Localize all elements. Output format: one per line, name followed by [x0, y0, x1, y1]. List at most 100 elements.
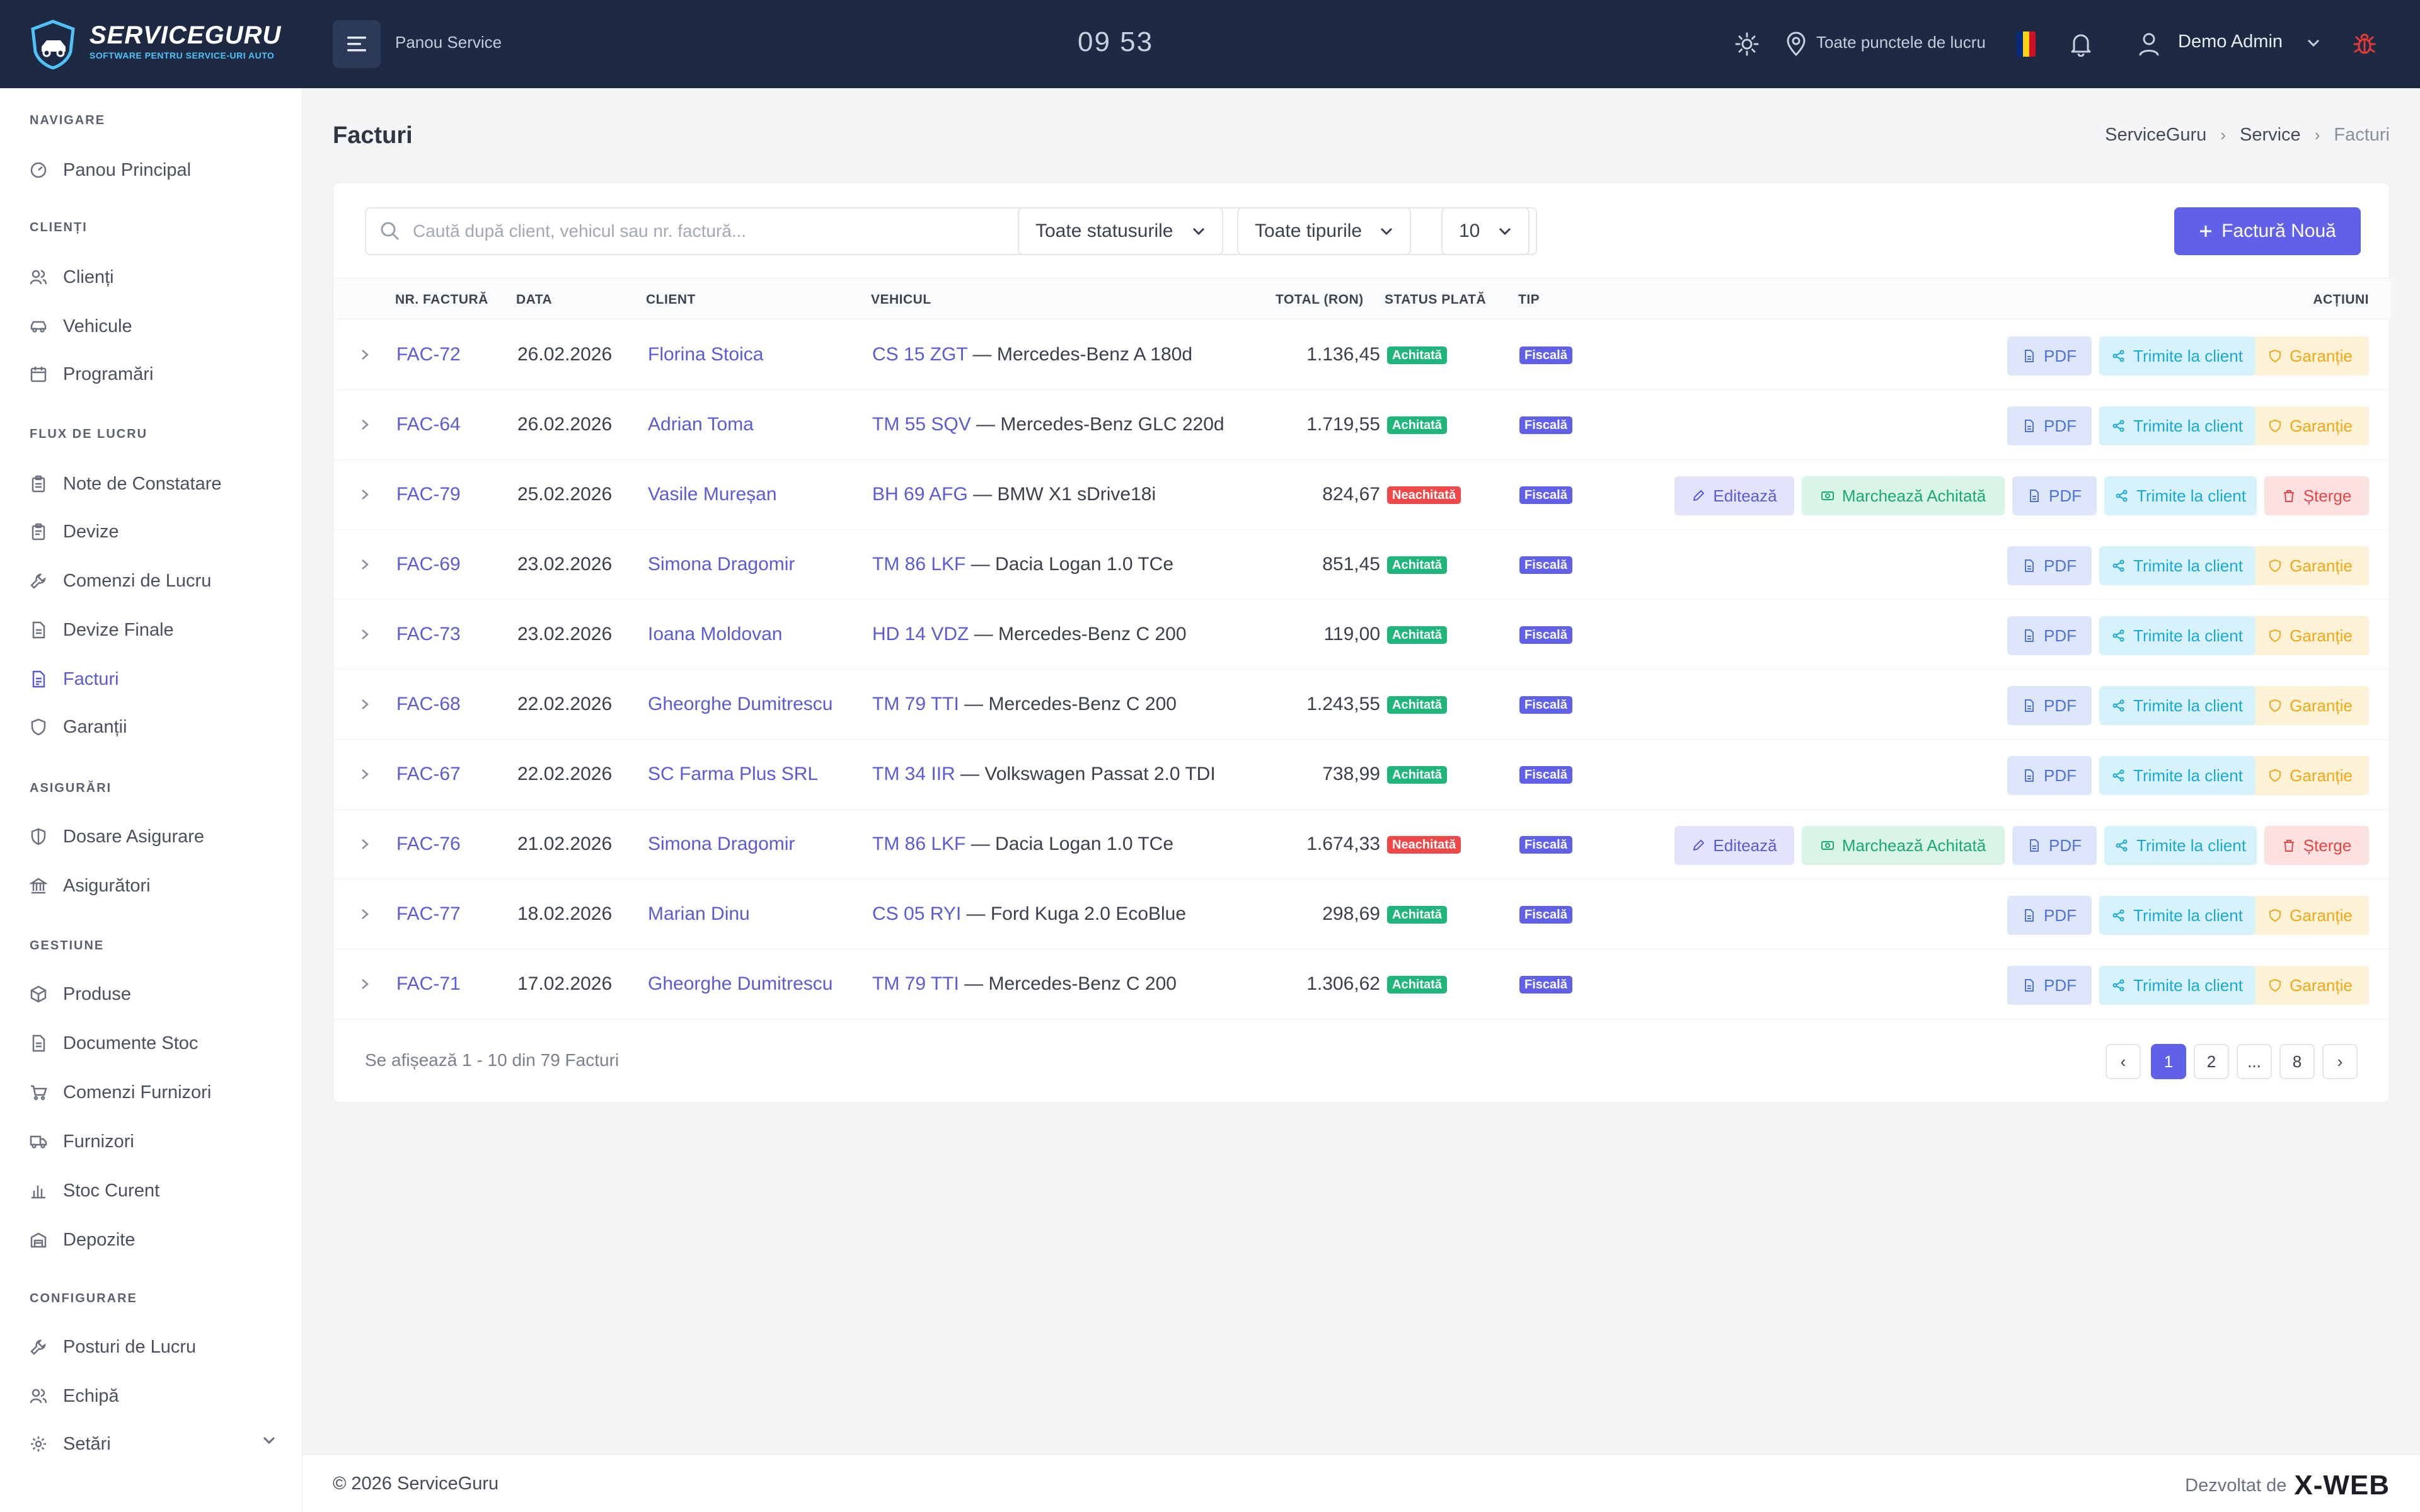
sidebar-item-notes[interactable]: Note de Constatare — [29, 467, 281, 500]
edit-button[interactable]: Editează — [1674, 476, 1794, 515]
vehicle-plate-link[interactable]: TM 79 TTI — [872, 973, 959, 994]
table-row[interactable]: FAC-67 22.02.2026 SC Farma Plus SRL TM 34 I… — [333, 740, 2390, 810]
page-size-select[interactable]: 10 — [1441, 207, 1530, 255]
sidebar-item-workstations[interactable]: Posturi de Lucru — [29, 1331, 281, 1363]
sidebar-item-products[interactable]: Produse — [29, 978, 281, 1011]
theme-toggle-button[interactable] — [1732, 29, 1762, 59]
pdf-button[interactable]: PDF — [2007, 686, 2092, 725]
edit-button[interactable]: Editează — [1674, 826, 1794, 865]
chevron-right-icon[interactable] — [360, 488, 370, 501]
table-row[interactable]: FAC-79 25.02.2026 Vasile Mureșan BH 69 AFG … — [333, 460, 2390, 530]
pdf-button[interactable]: PDF — [2007, 336, 2092, 375]
sidebar-item-invoices[interactable]: Facturi — [29, 663, 281, 696]
col-status[interactable]: STATUS PLATĂ — [1385, 292, 1487, 307]
send-to-client-button[interactable]: Trimite la client — [2099, 406, 2256, 445]
invoice-number-link[interactable]: FAC-79 — [396, 484, 461, 505]
invoice-number-link[interactable]: FAC-68 — [396, 694, 461, 714]
pdf-button[interactable]: PDF — [2012, 476, 2097, 515]
client-link[interactable]: Simona Dragomir — [648, 554, 795, 575]
sidebar-item-clients[interactable]: Clienți — [29, 261, 281, 294]
col-total[interactable]: TOTAL (RON) — [1276, 292, 1364, 307]
invoice-number-link[interactable]: FAC-64 — [396, 414, 461, 435]
xweb-logo[interactable]: X-WEB — [2294, 1470, 2390, 1501]
pdf-button[interactable]: PDF — [2007, 406, 2092, 445]
mark-paid-button[interactable]: Marchează Achitată — [1802, 476, 2005, 515]
invoice-number-link[interactable]: FAC-69 — [396, 554, 461, 575]
vehicle-plate-link[interactable]: TM 79 TTI — [872, 694, 959, 714]
warranty-button[interactable]: Garanție — [2252, 616, 2369, 655]
invoice-number-link[interactable]: FAC-72 — [396, 344, 461, 365]
pdf-button[interactable]: PDF — [2007, 546, 2092, 585]
client-link[interactable]: Marian Dinu — [648, 903, 750, 924]
client-link[interactable]: Vasile Mureșan — [648, 484, 777, 505]
sidebar-item-claims[interactable]: Dosare Asigurare — [29, 820, 281, 853]
send-to-client-button[interactable]: Trimite la client — [2099, 686, 2256, 725]
send-to-client-button[interactable]: Trimite la client — [2099, 896, 2256, 935]
delete-button[interactable]: Șterge — [2264, 476, 2369, 515]
warranty-button[interactable]: Garanție — [2252, 756, 2369, 795]
send-to-client-button[interactable]: Trimite la client — [2099, 336, 2256, 375]
vehicle-plate-link[interactable]: TM 55 SQV — [872, 414, 971, 435]
brand-logo[interactable]: SERVICEGURU SOFTWARE PENTRU SERVICE-URI … — [29, 19, 281, 69]
table-row[interactable]: FAC-69 23.02.2026 Simona Dragomir TM 86 LKF… — [333, 530, 2390, 600]
send-to-client-button[interactable]: Trimite la client — [2104, 826, 2257, 865]
chevron-right-icon[interactable] — [360, 837, 370, 851]
send-to-client-button[interactable]: Trimite la client — [2099, 966, 2256, 1005]
client-link[interactable]: Gheorghe Dumitrescu — [648, 694, 833, 714]
invoice-number-link[interactable]: FAC-67 — [396, 764, 461, 784]
page-button[interactable]: 2 — [2194, 1044, 2229, 1079]
chevron-down-icon[interactable] — [2307, 38, 2320, 48]
table-row[interactable]: FAC-72 26.02.2026 Florina Stoica CS 15 ZGT … — [333, 320, 2390, 390]
page-button[interactable]: 8 — [2279, 1044, 2315, 1079]
sidebar-item-suppliers[interactable]: Furnizori — [29, 1125, 281, 1158]
search-box[interactable] — [365, 207, 1537, 255]
type-filter-select[interactable]: Toate tipurile — [1237, 207, 1411, 255]
chevron-right-icon[interactable] — [360, 697, 370, 711]
new-invoice-button[interactable]: Factură Nouă — [2174, 207, 2361, 255]
warranty-button[interactable]: Garanție — [2252, 406, 2369, 445]
location-selector[interactable] — [1781, 29, 1811, 59]
client-link[interactable]: Simona Dragomir — [648, 833, 795, 854]
location-label[interactable]: Toate punctele de lucru — [1816, 33, 1986, 52]
chevron-right-icon[interactable] — [360, 977, 370, 991]
chevron-right-icon[interactable] — [360, 558, 370, 571]
send-to-client-button[interactable]: Trimite la client — [2104, 476, 2257, 515]
sidebar-item-settings[interactable]: Setări — [29, 1428, 281, 1460]
delete-button[interactable]: Șterge — [2264, 826, 2369, 865]
warranty-button[interactable]: Garanție — [2252, 546, 2369, 585]
sidebar-item-warranties[interactable]: Garanții — [29, 711, 281, 743]
table-row[interactable]: FAC-76 21.02.2026 Simona Dragomir TM 86 LKF… — [333, 810, 2390, 879]
sidebar-item-supplier-orders[interactable]: Comenzi Furnizori — [29, 1076, 281, 1109]
sidebar-item-team[interactable]: Echipă — [29, 1380, 281, 1412]
user-name[interactable]: Demo Admin — [2178, 32, 2283, 52]
vehicle-plate-link[interactable]: TM 86 LKF — [872, 554, 966, 575]
sidebar-item-stock[interactable]: Stoc Curent — [29, 1174, 281, 1207]
chevron-right-icon[interactable] — [360, 348, 370, 362]
warranty-button[interactable]: Garanție — [2252, 966, 2369, 1005]
pdf-button[interactable]: PDF — [2007, 616, 2092, 655]
vehicle-plate-link[interactable]: CS 05 RYI — [872, 903, 962, 924]
menu-toggle-button[interactable] — [333, 20, 381, 68]
prev-page-button[interactable]: ‹ — [2106, 1044, 2141, 1079]
table-row[interactable]: FAC-77 18.02.2026 Marian Dinu CS 05 RYI — F… — [333, 879, 2390, 949]
chevron-right-icon[interactable] — [360, 767, 370, 781]
col-client[interactable]: CLIENT — [646, 292, 696, 307]
sidebar-item-vehicles[interactable]: Vehicule — [29, 310, 281, 343]
vehicle-plate-link[interactable]: TM 34 IIR — [872, 764, 955, 784]
invoice-number-link[interactable]: FAC-77 — [396, 903, 461, 924]
page-button[interactable]: 1 — [2151, 1044, 2186, 1079]
vehicle-plate-link[interactable]: CS 15 ZGT — [872, 344, 968, 365]
invoice-number-link[interactable]: FAC-73 — [396, 624, 461, 644]
sidebar-item-appointments[interactable]: Programări — [29, 358, 281, 391]
warranty-button[interactable]: Garanție — [2252, 336, 2369, 375]
pdf-button[interactable]: PDF — [2007, 966, 2092, 1005]
client-link[interactable]: Adrian Toma — [648, 414, 754, 435]
table-row[interactable]: FAC-64 26.02.2026 Adrian Toma TM 55 SQV — M… — [333, 390, 2390, 460]
vehicle-plate-link[interactable]: TM 86 LKF — [872, 833, 966, 854]
client-link[interactable]: Gheorghe Dumitrescu — [648, 973, 833, 994]
sidebar-item-warehouses[interactable]: Depozite — [29, 1223, 281, 1256]
chevron-right-icon[interactable] — [360, 627, 370, 641]
next-page-button[interactable]: › — [2322, 1044, 2358, 1079]
sidebar-item-work-orders[interactable]: Comenzi de Lucru — [29, 564, 281, 597]
send-to-client-button[interactable]: Trimite la client — [2099, 756, 2256, 795]
